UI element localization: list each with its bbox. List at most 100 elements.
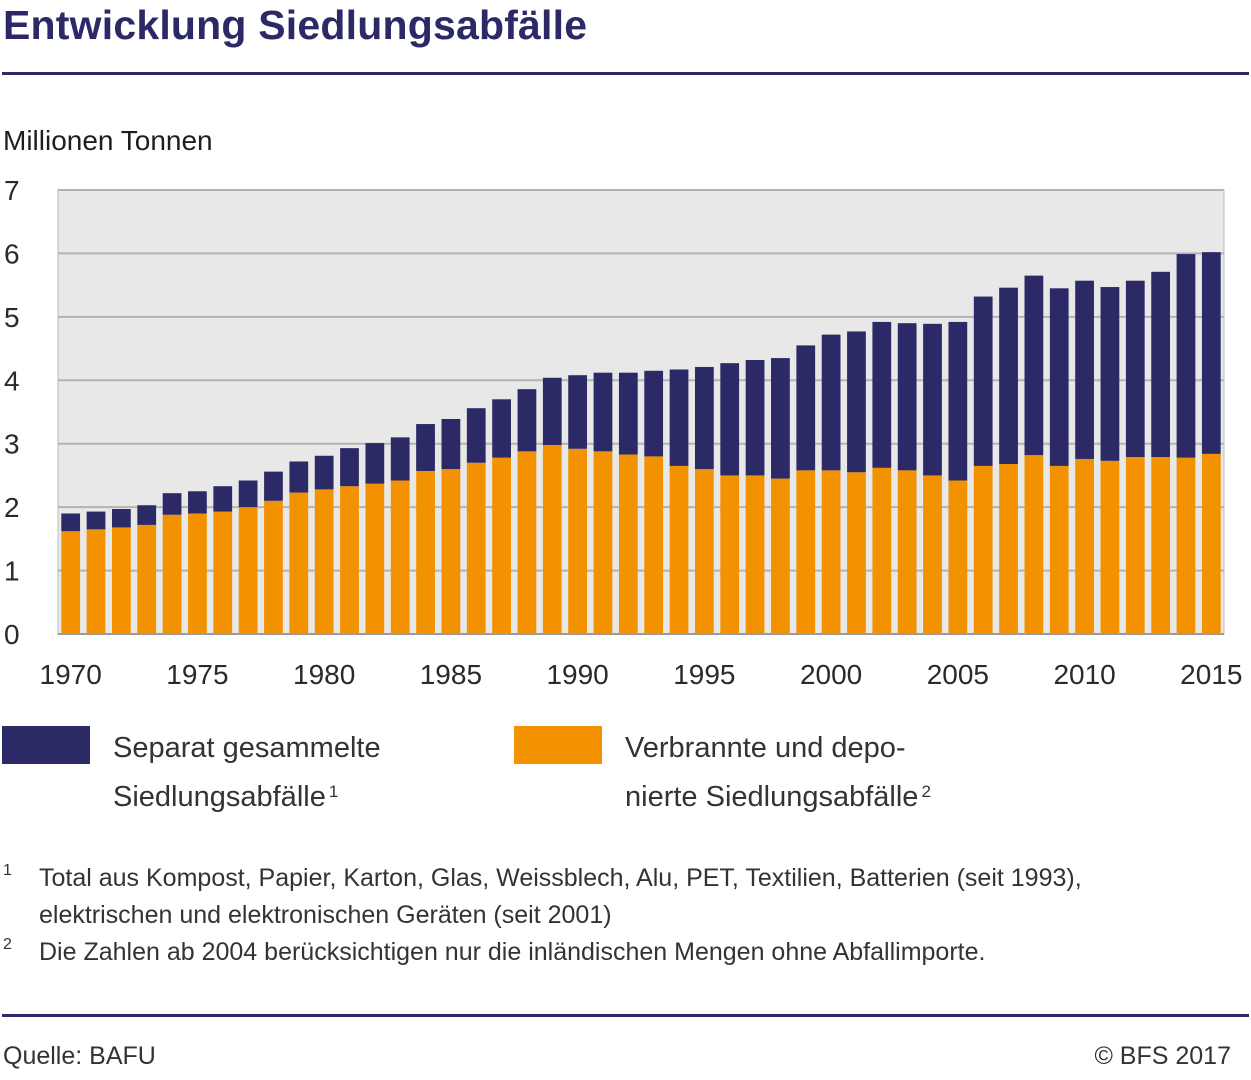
- bar-separat-2004: [923, 323, 942, 476]
- legend-separat-line2: Siedlungsabfälle: [113, 781, 326, 813]
- bar-verbrannt-1989: [542, 444, 562, 634]
- x-tick-label: 2005: [927, 659, 989, 690]
- bar-separat-1991: [593, 372, 613, 452]
- title-divider: [2, 72, 1249, 75]
- bar-verbrannt-1990: [568, 448, 588, 634]
- bar-separat-1998: [771, 358, 790, 479]
- legend-verbrannt-line1: Verbrannte und depo-: [625, 732, 906, 764]
- bar-separat-1987: [492, 399, 511, 458]
- bar-verbrannt-2002: [872, 467, 892, 634]
- bar-separat-1992: [618, 372, 638, 455]
- bar-separat-2007: [999, 287, 1018, 465]
- bar-separat-1979: [289, 461, 309, 493]
- bar-separat-2014: [1176, 254, 1196, 458]
- bar-verbrannt-1978: [264, 500, 283, 634]
- bar-separat-1995: [694, 366, 714, 470]
- bar-verbrannt-1994: [669, 465, 689, 634]
- x-tick-label: 1995: [673, 659, 735, 690]
- footnote-2-marker: 2: [3, 936, 12, 953]
- bar-separat-1988: [517, 389, 537, 452]
- legend-swatch-separat: [2, 726, 90, 764]
- bar-verbrannt-2003: [897, 470, 917, 634]
- bar-separat-1993: [644, 370, 664, 457]
- footnote-2-line1: Die Zahlen ab 2004 berücksichtigen nur d…: [39, 938, 986, 966]
- bar-separat-2013: [1151, 271, 1171, 458]
- x-tick-label: 1975: [166, 659, 228, 690]
- bar-verbrannt-1997: [745, 475, 765, 634]
- bar-verbrannt-2009: [1049, 465, 1069, 634]
- bar-verbrannt-2015: [1201, 453, 1221, 634]
- stacked-bar-chart: 0 1 2 3 4 5 6 7 1970 1975 1980 1985 1990 1995 2000 200…: [4, 175, 1242, 690]
- y-tick-label: 0: [4, 619, 20, 650]
- bar-verbrannt-1984: [416, 470, 435, 634]
- bar-verbrannt-1982: [365, 483, 385, 634]
- bar-separat-1985: [441, 418, 461, 470]
- bar-verbrannt-1970: [61, 531, 81, 634]
- footer-divider: [2, 1014, 1249, 1017]
- bar-verbrannt-2012: [1125, 457, 1145, 634]
- legend-label-separat: Separat gesammelte Siedlungsabfälle 1: [113, 726, 381, 819]
- footnote-1-line1: Total aus Kompost, Papier, Karton, Glas,…: [39, 864, 1082, 892]
- bar-separat-1974: [162, 493, 182, 515]
- y-tick-label: 1: [4, 556, 20, 587]
- bar-separat-1972: [111, 509, 131, 528]
- x-tick-label: 1970: [40, 659, 102, 690]
- y-tick-label: 5: [4, 302, 20, 333]
- source-label: Quelle: BAFU: [3, 1042, 156, 1070]
- bar-separat-2012: [1125, 280, 1145, 458]
- bar-verbrannt-2000: [821, 470, 841, 634]
- bar-verbrannt-1993: [644, 456, 664, 634]
- bar-separat-1999: [796, 345, 816, 471]
- bar-verbrannt-2010: [1075, 458, 1094, 634]
- bar-verbrannt-2014: [1176, 457, 1196, 634]
- footnote-2-text: Die Zahlen ab 2004 berücksichtigen nur d…: [39, 934, 985, 971]
- bar-separat-1984: [416, 424, 435, 471]
- legend-swatch-verbrannt: [514, 726, 602, 764]
- x-tick-label: 2015: [1180, 659, 1242, 690]
- bar-verbrannt-2001: [847, 472, 866, 634]
- bar-verbrannt-2011: [1100, 460, 1120, 634]
- chart-title: Entwicklung Siedlungsabfälle: [3, 2, 588, 48]
- bar-separat-2001: [847, 331, 866, 473]
- bar-separat-2002: [872, 321, 892, 468]
- y-axis-unit-label: Millionen Tonnen: [3, 125, 213, 156]
- bar-verbrannt-1973: [137, 524, 157, 634]
- bar-verbrannt-1998: [771, 478, 790, 634]
- legend-label-verbrannt: Verbrannte und depo- nierte Siedlungsabf…: [625, 726, 931, 819]
- legend-verbrannt-line2: nierte Siedlungsabfälle: [625, 781, 919, 813]
- bar-verbrannt-1987: [492, 457, 511, 634]
- bar-separat-2010: [1075, 280, 1094, 459]
- bar-separat-1990: [568, 375, 588, 449]
- bar-separat-2000: [821, 334, 841, 471]
- footnote-1-line2: elektrischen und elektronischen Geräten …: [39, 901, 612, 929]
- bar-verbrannt-1985: [441, 469, 461, 634]
- bar-separat-1977: [238, 480, 258, 508]
- bar-verbrannt-1971: [86, 529, 106, 634]
- y-tick-label: 4: [4, 365, 20, 396]
- bar-verbrannt-1988: [517, 451, 537, 634]
- bar-verbrannt-1983: [390, 480, 410, 634]
- bar-verbrannt-1986: [466, 462, 486, 634]
- bar-separat-1997: [745, 359, 765, 476]
- y-tick-label: 7: [4, 175, 20, 206]
- footnote-1-marker: 1: [3, 862, 12, 879]
- bar-verbrannt-1980: [314, 489, 334, 634]
- bar-verbrannt-1999: [796, 470, 816, 634]
- plot-area: [57, 189, 1225, 635]
- y-tick-label: 6: [4, 238, 20, 269]
- bar-verbrannt-1975: [188, 513, 207, 634]
- legend-separat-footnote-ref: 1: [328, 782, 339, 801]
- bar-separat-2015: [1201, 252, 1221, 454]
- bar-separat-2008: [1024, 275, 1044, 456]
- x-tick-label: 1980: [293, 659, 355, 690]
- bar-separat-1986: [466, 408, 486, 463]
- bar-verbrannt-1976: [213, 511, 233, 634]
- bar-verbrannt-1991: [593, 451, 613, 634]
- bar-separat-1989: [542, 377, 562, 445]
- bar-separat-1975: [188, 491, 207, 514]
- x-tick-label: 2000: [800, 659, 862, 690]
- bar-separat-2009: [1049, 288, 1069, 466]
- bar-separat-1982: [365, 443, 385, 484]
- bar-separat-1983: [390, 437, 410, 481]
- bar-separat-1978: [264, 471, 283, 501]
